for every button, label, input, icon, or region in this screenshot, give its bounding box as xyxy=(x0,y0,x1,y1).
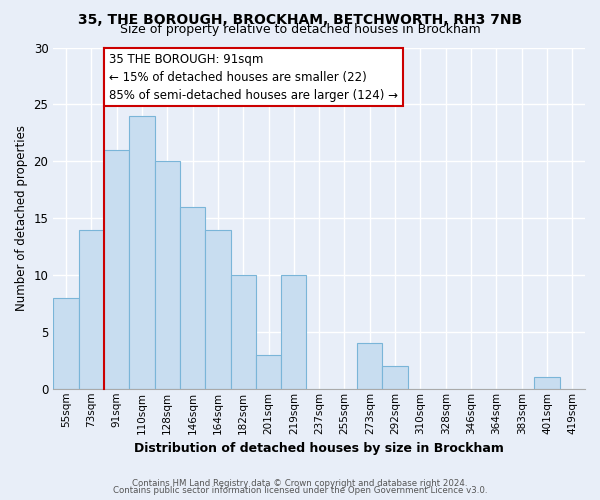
X-axis label: Distribution of detached houses by size in Brockham: Distribution of detached houses by size … xyxy=(134,442,504,455)
Bar xyxy=(180,207,205,389)
Bar xyxy=(256,354,281,389)
Bar xyxy=(79,230,104,389)
Text: 35 THE BOROUGH: 91sqm
← 15% of detached houses are smaller (22)
85% of semi-deta: 35 THE BOROUGH: 91sqm ← 15% of detached … xyxy=(109,52,398,102)
Bar xyxy=(155,162,180,389)
Y-axis label: Number of detached properties: Number of detached properties xyxy=(15,125,28,311)
Text: Contains public sector information licensed under the Open Government Licence v3: Contains public sector information licen… xyxy=(113,486,487,495)
Text: Contains HM Land Registry data © Crown copyright and database right 2024.: Contains HM Land Registry data © Crown c… xyxy=(132,478,468,488)
Bar xyxy=(53,298,79,389)
Bar xyxy=(230,275,256,389)
Text: 35, THE BOROUGH, BROCKHAM, BETCHWORTH, RH3 7NB: 35, THE BOROUGH, BROCKHAM, BETCHWORTH, R… xyxy=(78,12,522,26)
Bar xyxy=(535,378,560,389)
Bar xyxy=(104,150,129,389)
Bar xyxy=(205,230,230,389)
Bar xyxy=(281,275,307,389)
Bar xyxy=(129,116,155,389)
Bar xyxy=(382,366,408,389)
Bar xyxy=(357,344,382,389)
Text: Size of property relative to detached houses in Brockham: Size of property relative to detached ho… xyxy=(119,24,481,36)
